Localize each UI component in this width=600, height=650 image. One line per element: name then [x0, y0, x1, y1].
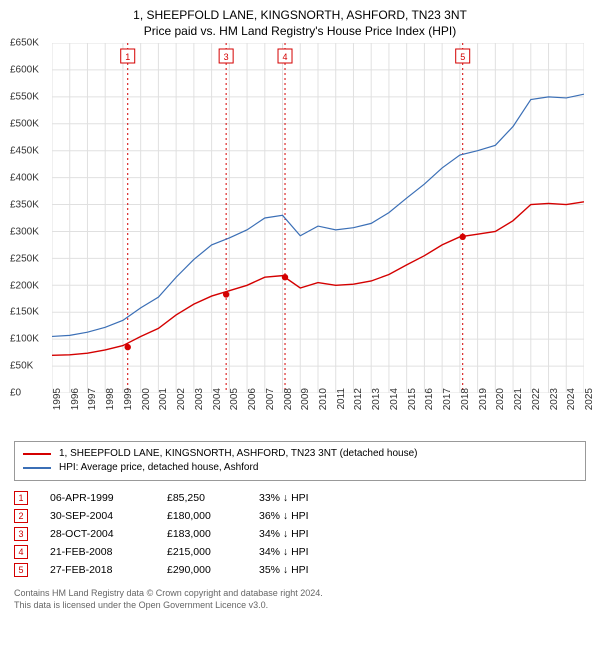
y-tick-label: £450K — [10, 145, 39, 156]
y-tick-label: £200K — [10, 280, 39, 291]
legend-label: 1, SHEEPFOLD LANE, KINGSNORTH, ASHFORD, … — [59, 447, 417, 461]
sale-diff: 35% ↓ HPI — [259, 564, 349, 576]
sale-diff: 34% ↓ HPI — [259, 528, 349, 540]
x-tick-label: 2019 — [478, 388, 489, 410]
y-tick-label: £400K — [10, 172, 39, 183]
legend-swatch — [23, 467, 51, 469]
sale-date: 28-OCT-2004 — [50, 528, 145, 540]
x-tick-label: 2006 — [247, 388, 258, 410]
y-tick-label: £650K — [10, 38, 39, 49]
y-tick-label: £600K — [10, 65, 39, 76]
sale-price: £183,000 — [167, 528, 237, 540]
x-tick-label: 2005 — [229, 388, 240, 410]
sale-marker-icon: 5 — [14, 563, 28, 577]
svg-text:5: 5 — [460, 52, 465, 62]
y-tick-label: £350K — [10, 199, 39, 210]
x-tick-label: 1996 — [70, 388, 81, 410]
y-tick-label: £250K — [10, 253, 39, 264]
x-tick-label: 1997 — [87, 388, 98, 410]
sale-price: £85,250 — [167, 492, 237, 504]
sale-date: 27-FEB-2018 — [50, 564, 145, 576]
x-tick-label: 2002 — [176, 388, 187, 410]
legend-box: 1, SHEEPFOLD LANE, KINGSNORTH, ASHFORD, … — [14, 441, 586, 481]
svg-text:4: 4 — [283, 52, 288, 62]
sale-diff: 36% ↓ HPI — [259, 510, 349, 522]
x-tick-label: 1998 — [105, 388, 116, 410]
sale-diff: 33% ↓ HPI — [259, 492, 349, 504]
sale-price: £290,000 — [167, 564, 237, 576]
chart-area: 1345 £0£50K£100K£150K£200K£250K£300K£350… — [52, 43, 584, 393]
chart-container: 1, SHEEPFOLD LANE, KINGSNORTH, ASHFORD, … — [0, 0, 600, 650]
x-tick-label: 2021 — [513, 388, 524, 410]
x-tick-label: 2004 — [212, 388, 223, 410]
sale-date: 30-SEP-2004 — [50, 510, 145, 522]
y-tick-label: £50K — [10, 361, 33, 372]
y-tick-label: £100K — [10, 334, 39, 345]
x-tick-label: 2023 — [549, 388, 560, 410]
x-tick-label: 2016 — [424, 388, 435, 410]
x-tick-label: 2015 — [407, 388, 418, 410]
sale-marker-icon: 4 — [14, 545, 28, 559]
svg-text:1: 1 — [125, 52, 130, 62]
sale-marker-icon: 2 — [14, 509, 28, 523]
x-tick-label: 2012 — [353, 388, 364, 410]
sale-date: 06-APR-1999 — [50, 492, 145, 504]
sale-price: £180,000 — [167, 510, 237, 522]
legend-swatch — [23, 453, 51, 455]
x-tick-label: 2008 — [283, 388, 294, 410]
x-tick-label: 2011 — [336, 388, 347, 410]
footer-line-2: This data is licensed under the Open Gov… — [14, 599, 586, 611]
y-tick-label: £550K — [10, 92, 39, 103]
sale-row: 4 21-FEB-2008 £215,000 34% ↓ HPI — [14, 543, 586, 561]
legend-item: HPI: Average price, detached house, Ashf… — [23, 461, 577, 475]
y-tick-label: £150K — [10, 307, 39, 318]
plot-svg: 1 3 4 5 — [52, 43, 584, 393]
x-tick-label: 1995 — [52, 388, 63, 410]
sale-marker-icon: 3 — [14, 527, 28, 541]
legend-item: 1, SHEEPFOLD LANE, KINGSNORTH, ASHFORD, … — [23, 447, 577, 461]
x-tick-label: 2003 — [194, 388, 205, 410]
legend-label: HPI: Average price, detached house, Ashf… — [59, 461, 258, 475]
title-line-1: 1, SHEEPFOLD LANE, KINGSNORTH, ASHFORD, … — [10, 8, 590, 24]
y-tick-label: £500K — [10, 118, 39, 129]
svg-text:3: 3 — [224, 52, 229, 62]
x-tick-label: 2009 — [300, 388, 311, 410]
x-tick-label: 2018 — [460, 388, 471, 410]
x-tick-label: 1999 — [123, 388, 134, 410]
x-tick-label: 2000 — [141, 388, 152, 410]
sale-date: 21-FEB-2008 — [50, 546, 145, 558]
x-tick-label: 2010 — [318, 388, 329, 410]
sale-price: £215,000 — [167, 546, 237, 558]
x-tick-label: 2014 — [389, 388, 400, 410]
footer-attribution: Contains HM Land Registry data © Crown c… — [14, 587, 586, 611]
x-tick-label: 2022 — [531, 388, 542, 410]
x-tick-label: 2013 — [371, 388, 382, 410]
y-tick-label: £0 — [10, 388, 21, 399]
sale-marker-icon: 1 — [14, 491, 28, 505]
chart-title: 1, SHEEPFOLD LANE, KINGSNORTH, ASHFORD, … — [10, 8, 590, 39]
sale-row: 5 27-FEB-2018 £290,000 35% ↓ HPI — [14, 561, 586, 579]
x-tick-label: 2001 — [158, 388, 169, 410]
footer-line-1: Contains HM Land Registry data © Crown c… — [14, 587, 586, 599]
x-tick-label: 2024 — [566, 388, 577, 410]
title-line-2: Price paid vs. HM Land Registry's House … — [10, 24, 590, 40]
sales-table: 1 06-APR-1999 £85,250 33% ↓ HPI 2 30-SEP-2004… — [14, 489, 586, 579]
x-tick-label: 2025 — [584, 388, 595, 410]
sale-row: 3 28-OCT-2004 £183,000 34% ↓ HPI — [14, 525, 586, 543]
x-tick-label: 2020 — [495, 388, 506, 410]
y-tick-label: £300K — [10, 226, 39, 237]
sale-row: 2 30-SEP-2004 £180,000 36% ↓ HPI — [14, 507, 586, 525]
x-tick-label: 2017 — [442, 388, 453, 410]
sale-row: 1 06-APR-1999 £85,250 33% ↓ HPI — [14, 489, 586, 507]
x-tick-label: 2007 — [265, 388, 276, 410]
sale-diff: 34% ↓ HPI — [259, 546, 349, 558]
